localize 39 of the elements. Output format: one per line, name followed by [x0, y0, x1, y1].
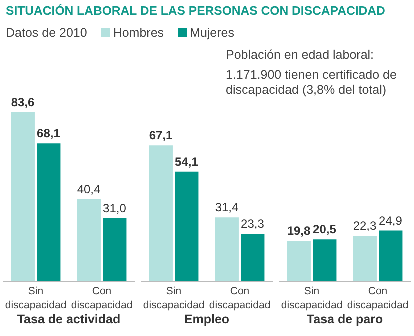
- x-tick-label: Sin discapacidad: [143, 286, 205, 312]
- data-label: 67,1: [149, 128, 173, 143]
- bar: [11, 112, 35, 281]
- data-label: 22,3: [353, 219, 377, 233]
- bar: [103, 218, 127, 281]
- text: 1.171.900 tienen certificado de discapacidad (3,8% del total): [226, 68, 398, 98]
- chart-subtitle: Datos de 2010: [6, 26, 88, 40]
- x-tick-label: Con discapacidad: [347, 286, 409, 312]
- bar: [175, 172, 199, 281]
- data-label: 23,3: [241, 216, 265, 231]
- bar: [77, 199, 101, 281]
- data-label: 68,1: [37, 126, 61, 141]
- data-label: 40,4: [77, 182, 101, 196]
- text: Población en edad laboral:: [226, 48, 376, 63]
- data-label: 31,0: [103, 201, 127, 216]
- x-axis-title: Tasa de paro: [306, 312, 384, 326]
- x-tick-label: Sin discapacidad: [281, 286, 343, 312]
- x-tick-label: Sin discapacidad: [5, 286, 67, 312]
- bar: [241, 234, 265, 281]
- data-label: 19,8: [287, 224, 311, 238]
- bar: [379, 230, 403, 281]
- legend-label: Mujeres: [190, 26, 234, 40]
- data-label: 83,6: [11, 95, 35, 110]
- bar: [313, 240, 337, 281]
- legend-label: Hombres: [113, 26, 164, 40]
- data-label: 20,5: [313, 222, 337, 237]
- x-axis-title: Tasa de actividad: [17, 312, 121, 326]
- x-tick-label: Con discapacidad: [71, 286, 133, 312]
- bar: [149, 146, 173, 281]
- data-label: 54,1: [175, 154, 199, 169]
- data-label: 31,4: [215, 200, 239, 215]
- text: SITUACIÓN LABORAL DE LAS PERSONAS CON DISCAPACIDAD: [6, 4, 386, 18]
- x-tick-label: Con discapacidad: [209, 286, 271, 312]
- data-label: 24,9: [379, 214, 403, 228]
- bar: [287, 241, 311, 281]
- bar: [37, 144, 61, 281]
- bar: [353, 236, 377, 281]
- x-axis-title: Empleo: [184, 312, 230, 326]
- bar: [215, 218, 239, 281]
